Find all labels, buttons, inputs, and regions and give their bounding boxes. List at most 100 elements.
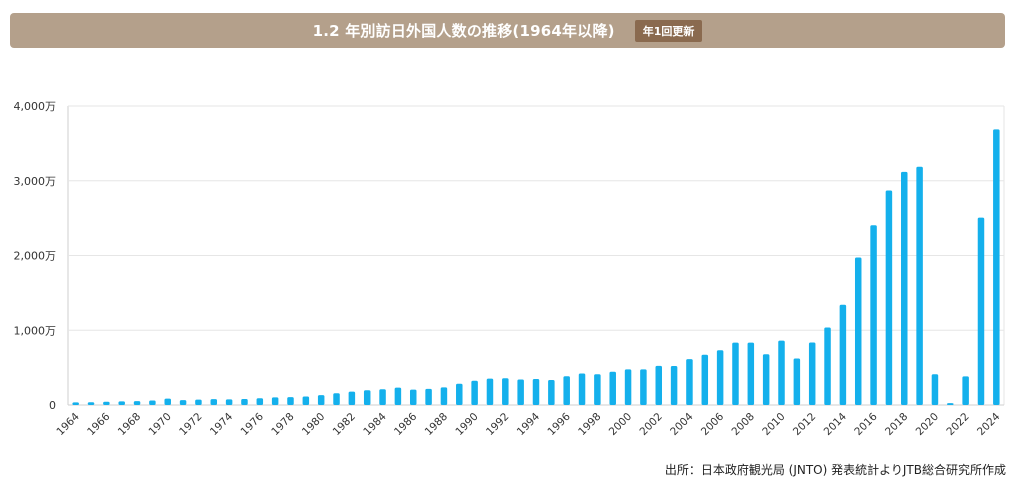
bar-1973 bbox=[210, 399, 218, 405]
bar-1971 bbox=[179, 400, 187, 405]
source-note: 出所：日本政府観光局 (JNTO) 発表統計よりJTB総合研究所作成 bbox=[664, 463, 1006, 477]
bar-2017 bbox=[885, 190, 893, 405]
chart-title-banner: 1.2 年別訪日外国人数の推移(1964年以降) 年1回更新 bbox=[10, 13, 1005, 48]
bar-2008 bbox=[747, 342, 755, 405]
x-tick-label: 1998 bbox=[576, 411, 603, 438]
bar-1980 bbox=[317, 395, 325, 405]
x-tick-label: 1986 bbox=[392, 410, 420, 438]
bar-2013 bbox=[824, 327, 831, 405]
bar-2007 bbox=[732, 342, 739, 405]
x-tick-label: 2012 bbox=[791, 411, 818, 438]
bar-1990 bbox=[471, 380, 478, 405]
y-tick-label: 0 bbox=[49, 399, 56, 412]
x-tick-label: 2014 bbox=[822, 410, 850, 438]
x-tick-label: 2004 bbox=[668, 410, 696, 438]
bar-2004 bbox=[686, 359, 693, 405]
bar-2014 bbox=[839, 304, 847, 405]
bar-1983 bbox=[363, 390, 371, 405]
x-tick-label: 1994 bbox=[515, 410, 543, 438]
bar-1965 bbox=[87, 402, 95, 405]
bar-1964 bbox=[72, 402, 79, 405]
x-tick-label: 1972 bbox=[177, 411, 204, 438]
bar-1981 bbox=[333, 393, 340, 405]
x-tick-label: 2018 bbox=[883, 411, 910, 438]
bar-1966 bbox=[103, 401, 110, 405]
bar-1975 bbox=[241, 398, 248, 405]
bar-2018 bbox=[901, 171, 908, 405]
bar-1986 bbox=[409, 389, 417, 405]
bar-2016 bbox=[870, 225, 877, 405]
bar-1988 bbox=[440, 387, 448, 405]
bar-2000 bbox=[624, 369, 632, 405]
x-tick-label: 2016 bbox=[852, 410, 880, 438]
x-tick-label: 2008 bbox=[730, 411, 757, 438]
bar-2012 bbox=[808, 342, 816, 405]
bar-1969 bbox=[149, 400, 156, 405]
bar-1991 bbox=[486, 378, 494, 405]
bar-1995 bbox=[548, 379, 555, 405]
x-tick-label: 1978 bbox=[269, 411, 296, 438]
y-tick-label: 2,000万 bbox=[14, 250, 57, 263]
y-tick-label: 4,000万 bbox=[14, 100, 57, 113]
x-tick-label: 1988 bbox=[423, 411, 450, 438]
x-tick-label: 2022 bbox=[944, 411, 971, 438]
x-tick-label: 2020 bbox=[914, 411, 941, 438]
x-tick-label: 2002 bbox=[637, 411, 664, 438]
x-tick-label: 1970 bbox=[146, 411, 173, 438]
x-tick-label: 1976 bbox=[239, 410, 267, 438]
x-tick-label: 2000 bbox=[607, 411, 634, 438]
bar-1998 bbox=[594, 374, 601, 405]
bar-1994 bbox=[532, 379, 540, 405]
x-tick-label: 1984 bbox=[361, 410, 389, 438]
bar-2023 bbox=[977, 217, 985, 405]
x-tick-label: 1990 bbox=[453, 411, 480, 438]
bar-1985 bbox=[394, 387, 402, 405]
y-tick-label: 3,000万 bbox=[14, 175, 57, 188]
x-tick-label: 2006 bbox=[699, 410, 727, 438]
bar-1997 bbox=[578, 373, 586, 405]
update-frequency-badge: 年1回更新 bbox=[634, 19, 703, 42]
x-tick-label: 1964 bbox=[54, 410, 82, 438]
x-tick-label: 2010 bbox=[760, 411, 787, 438]
y-tick-label: 1,000万 bbox=[14, 324, 57, 337]
bar-1999 bbox=[609, 371, 616, 405]
bar-1992 bbox=[502, 378, 509, 405]
bar-2020 bbox=[931, 374, 939, 405]
bar-2005 bbox=[701, 354, 709, 405]
bar-2002 bbox=[655, 365, 663, 405]
bar-2019 bbox=[916, 166, 923, 405]
bar-1972 bbox=[195, 399, 202, 405]
bar-1989 bbox=[456, 383, 463, 405]
bar-1982 bbox=[348, 391, 356, 405]
bar-1976 bbox=[256, 398, 264, 405]
bar-2010 bbox=[778, 340, 785, 405]
bar-1993 bbox=[517, 379, 524, 405]
x-tick-label: 1996 bbox=[545, 410, 573, 438]
bar-1974 bbox=[225, 399, 233, 405]
bar-2021 bbox=[947, 403, 954, 405]
bar-2003 bbox=[670, 366, 678, 405]
x-tick-label: 1980 bbox=[300, 411, 327, 438]
bar-2024 bbox=[993, 129, 1000, 406]
bar-2015 bbox=[854, 257, 862, 405]
x-tick-label: 1992 bbox=[484, 411, 511, 438]
bar-1984 bbox=[379, 389, 386, 405]
bar-1970 bbox=[164, 398, 171, 405]
bar-1996 bbox=[563, 376, 570, 405]
bar-1987 bbox=[425, 388, 432, 405]
x-tick-label: 1982 bbox=[331, 411, 358, 438]
bar-2001 bbox=[640, 369, 647, 405]
chart-title: 1.2 年別訪日外国人数の推移(1964年以降) bbox=[312, 22, 615, 40]
bar-2022 bbox=[962, 376, 969, 405]
bar-2009 bbox=[762, 354, 770, 405]
bar-2011 bbox=[793, 358, 801, 405]
bar-1967 bbox=[118, 401, 125, 405]
bar-1968 bbox=[133, 401, 141, 405]
x-tick-label: 1974 bbox=[208, 410, 236, 438]
x-tick-label: 2024 bbox=[975, 410, 1003, 438]
bar-1977 bbox=[271, 397, 279, 405]
bar-1979 bbox=[302, 396, 310, 405]
x-tick-label: 1966 bbox=[85, 410, 113, 438]
bar-2006 bbox=[716, 350, 724, 405]
